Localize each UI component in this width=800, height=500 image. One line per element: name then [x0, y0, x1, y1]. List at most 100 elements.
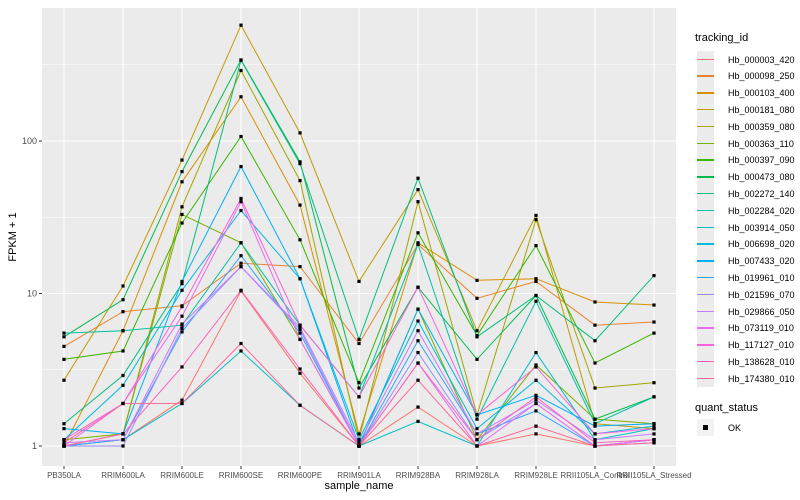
data-point	[475, 413, 479, 417]
data-point	[534, 401, 538, 406]
data-point	[239, 341, 243, 346]
data-point	[475, 427, 479, 431]
legend-key-line-icon	[697, 260, 714, 262]
data-point	[239, 200, 243, 204]
legend-label: Hb_000098_250	[728, 71, 795, 82]
x-axis-title: sample_name	[324, 480, 394, 492]
data-point	[62, 427, 66, 431]
data-point	[475, 432, 479, 436]
legend-key	[697, 369, 714, 387]
legend-label: Hb_000397_090	[728, 155, 795, 166]
data-point	[298, 371, 302, 375]
legend-key-line-icon	[697, 344, 714, 346]
data-point	[416, 419, 420, 423]
legend-key-line-icon	[697, 142, 714, 144]
legend-key-line-icon	[697, 276, 714, 279]
legend: tracking_id Hb_000003_420 Hb_000098_250 Hb…	[688, 0, 800, 500]
data-point	[121, 284, 125, 288]
legend-label: Hb_000103_400	[728, 88, 795, 99]
data-point	[357, 337, 361, 342]
data-point	[239, 164, 243, 169]
legend-key	[697, 84, 714, 102]
data-point	[62, 357, 66, 361]
data-point	[593, 432, 597, 436]
data-point	[180, 326, 184, 331]
data-point	[121, 349, 125, 353]
legend-key	[697, 319, 714, 337]
x-tick-label: RRIM600LA	[101, 471, 145, 480]
data-point	[416, 329, 420, 333]
data-point	[416, 378, 420, 382]
data-point	[121, 401, 125, 406]
legend-label: Hb_000359_080	[728, 121, 795, 132]
x-tick-label: RRIM901LA	[337, 471, 381, 480]
data-point	[534, 277, 538, 281]
data-point	[357, 432, 361, 436]
legend-label: Hb_117127_010	[728, 340, 794, 351]
data-point	[652, 422, 656, 426]
data-point	[652, 438, 656, 442]
data-point	[475, 335, 479, 339]
data-point	[593, 441, 597, 445]
legend-key	[697, 336, 714, 354]
data-point	[357, 341, 361, 346]
x-tick-label: RRII105LA_Stressed	[616, 471, 691, 480]
data-point	[475, 296, 479, 300]
data-point	[534, 398, 538, 402]
y-tick-label: 100	[22, 136, 37, 146]
data-point	[180, 398, 184, 402]
data-point	[180, 314, 184, 318]
legend-key	[697, 168, 714, 186]
data-point	[180, 221, 184, 225]
legend-key-line-icon	[697, 192, 714, 195]
legend-key	[697, 151, 714, 169]
legend-label: Hb_000181_080	[728, 104, 795, 115]
legend-label: Hb_019961_010	[728, 272, 795, 283]
data-point	[239, 261, 243, 265]
data-point	[298, 162, 302, 166]
data-point	[534, 424, 538, 428]
data-point	[180, 288, 184, 292]
legend-title-tracking-id: tracking_id	[695, 32, 749, 44]
legend-key-line-icon	[697, 226, 714, 228]
data-point	[475, 357, 479, 361]
data-point	[475, 417, 479, 421]
data-point	[298, 238, 302, 242]
y-tick-label: 1	[32, 441, 37, 451]
data-point	[534, 363, 538, 367]
data-point	[180, 401, 184, 406]
data-point	[652, 274, 656, 278]
legend-key	[697, 268, 714, 286]
data-point	[239, 288, 243, 292]
data-point	[593, 424, 597, 428]
legend-key	[697, 352, 714, 370]
data-point	[416, 200, 420, 204]
data-point	[62, 378, 66, 382]
x-tick-label: RRIM600SE	[219, 471, 263, 480]
data-point	[534, 213, 538, 218]
data-point	[239, 95, 243, 99]
legend-label: Hb_000473_080	[728, 172, 795, 183]
data-point	[593, 422, 597, 426]
legend-key	[697, 100, 714, 118]
legend-key	[697, 184, 714, 202]
data-point	[534, 350, 538, 355]
legend-key	[697, 285, 714, 303]
legend-key-line-icon	[697, 92, 714, 94]
data-point	[416, 285, 420, 289]
legend-key	[697, 235, 714, 253]
data-point	[652, 441, 656, 445]
data-point	[239, 208, 243, 213]
data-point	[652, 424, 656, 428]
legend-key-line-icon	[697, 125, 714, 128]
data-point	[239, 349, 243, 353]
legend-label: Hb_002284_020	[728, 205, 795, 216]
data-point	[357, 279, 361, 284]
data-point	[593, 323, 597, 327]
legend-label: Hb_174380_010	[728, 373, 795, 384]
legend-key	[697, 117, 714, 135]
legend-key	[697, 134, 714, 152]
data-point	[121, 373, 125, 378]
legend-key-line-icon	[697, 75, 714, 77]
